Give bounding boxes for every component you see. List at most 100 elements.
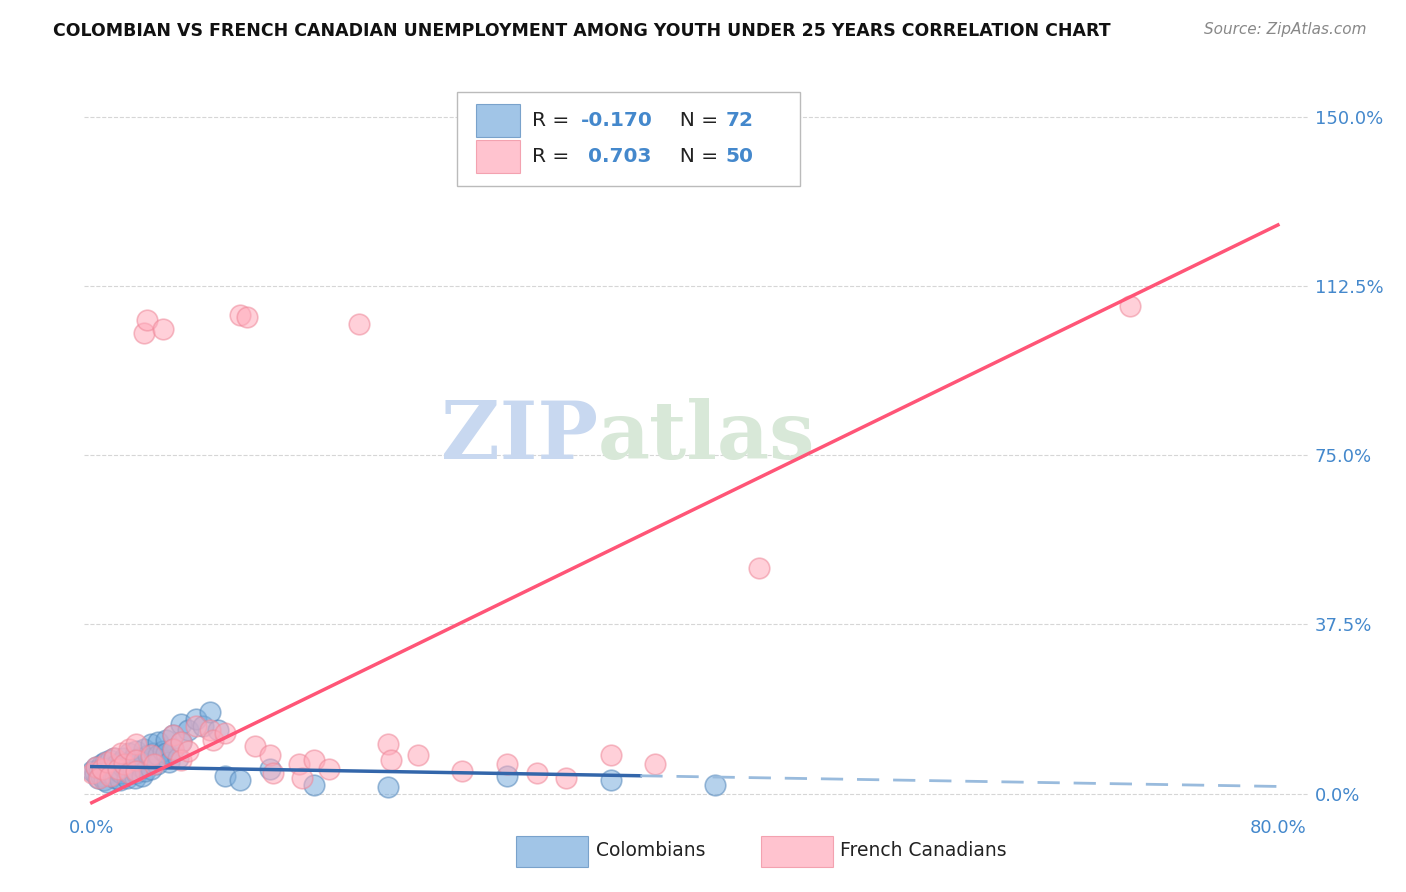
Point bbox=[103, 762, 125, 776]
Point bbox=[120, 766, 142, 780]
Point bbox=[599, 748, 621, 763]
Point bbox=[125, 766, 148, 780]
Point bbox=[89, 762, 111, 776]
Text: -0.170: -0.170 bbox=[581, 111, 652, 129]
Point bbox=[262, 766, 284, 780]
Point bbox=[111, 759, 134, 773]
Point bbox=[80, 766, 103, 780]
Point bbox=[152, 322, 174, 336]
Point bbox=[107, 764, 129, 778]
Point bbox=[170, 716, 193, 731]
Point bbox=[96, 762, 118, 776]
Point bbox=[191, 719, 214, 733]
Point bbox=[97, 766, 120, 780]
Text: 0.703: 0.703 bbox=[581, 146, 651, 166]
Point bbox=[101, 769, 124, 783]
Point bbox=[259, 762, 281, 776]
Point bbox=[103, 750, 125, 764]
Point bbox=[107, 762, 129, 776]
Point bbox=[748, 561, 770, 575]
Point bbox=[526, 766, 548, 780]
Point bbox=[93, 773, 115, 788]
Point bbox=[132, 326, 155, 341]
Point bbox=[177, 723, 200, 738]
Point bbox=[112, 757, 135, 772]
Point bbox=[84, 759, 107, 773]
Point bbox=[148, 735, 170, 749]
Point bbox=[302, 778, 325, 792]
Text: Source: ZipAtlas.com: Source: ZipAtlas.com bbox=[1204, 22, 1367, 37]
Point bbox=[599, 773, 621, 788]
Point bbox=[380, 753, 402, 767]
Text: N =: N = bbox=[666, 146, 724, 166]
Point bbox=[131, 769, 153, 783]
Point bbox=[1118, 299, 1140, 313]
Point bbox=[129, 759, 152, 773]
Point bbox=[134, 764, 156, 778]
Point bbox=[139, 762, 162, 776]
Point bbox=[214, 725, 236, 739]
Point bbox=[118, 746, 141, 760]
Point bbox=[200, 706, 222, 720]
Point bbox=[110, 766, 132, 780]
Point bbox=[703, 778, 725, 792]
Point bbox=[128, 750, 150, 764]
Point bbox=[170, 735, 193, 749]
Point bbox=[200, 723, 222, 738]
Point bbox=[202, 732, 225, 747]
Point bbox=[96, 775, 118, 789]
Text: Colombians: Colombians bbox=[596, 841, 706, 860]
Point bbox=[105, 757, 128, 772]
Point bbox=[91, 757, 114, 772]
Point bbox=[207, 723, 229, 738]
Point bbox=[90, 769, 112, 783]
Point bbox=[139, 748, 162, 763]
Point bbox=[229, 308, 252, 322]
Point bbox=[406, 748, 429, 763]
Point bbox=[104, 771, 127, 785]
Point bbox=[136, 748, 159, 763]
Point bbox=[98, 769, 121, 783]
Point bbox=[112, 750, 135, 764]
Point bbox=[139, 737, 162, 751]
Text: 72: 72 bbox=[725, 111, 754, 129]
FancyBboxPatch shape bbox=[761, 836, 832, 867]
Point bbox=[170, 735, 193, 749]
Point bbox=[139, 750, 162, 764]
Point bbox=[291, 771, 314, 785]
Point bbox=[118, 741, 141, 756]
Point bbox=[214, 769, 236, 783]
Point bbox=[236, 310, 259, 325]
FancyBboxPatch shape bbox=[475, 140, 520, 172]
Point bbox=[347, 317, 370, 331]
Point bbox=[122, 762, 145, 776]
Point bbox=[377, 780, 399, 794]
Point bbox=[166, 750, 188, 764]
Text: R =: R = bbox=[531, 146, 575, 166]
Point bbox=[229, 773, 252, 788]
Point bbox=[555, 771, 578, 785]
Point bbox=[80, 764, 103, 778]
Point bbox=[94, 755, 117, 769]
Point bbox=[184, 712, 207, 726]
Point bbox=[243, 739, 266, 754]
Point bbox=[162, 741, 184, 756]
Point bbox=[89, 771, 111, 785]
Point bbox=[135, 312, 157, 326]
Point bbox=[288, 757, 311, 772]
Point bbox=[162, 741, 184, 756]
Point bbox=[302, 753, 325, 767]
Point bbox=[132, 741, 155, 756]
Point bbox=[98, 753, 121, 767]
Point bbox=[115, 762, 138, 776]
Point bbox=[377, 737, 399, 751]
Point bbox=[318, 762, 340, 776]
Point bbox=[496, 757, 519, 772]
Point bbox=[91, 762, 114, 776]
Point bbox=[644, 757, 666, 772]
Point bbox=[170, 753, 193, 767]
FancyBboxPatch shape bbox=[516, 836, 588, 867]
Point bbox=[155, 732, 177, 747]
Point bbox=[125, 764, 148, 778]
Point bbox=[259, 748, 281, 763]
